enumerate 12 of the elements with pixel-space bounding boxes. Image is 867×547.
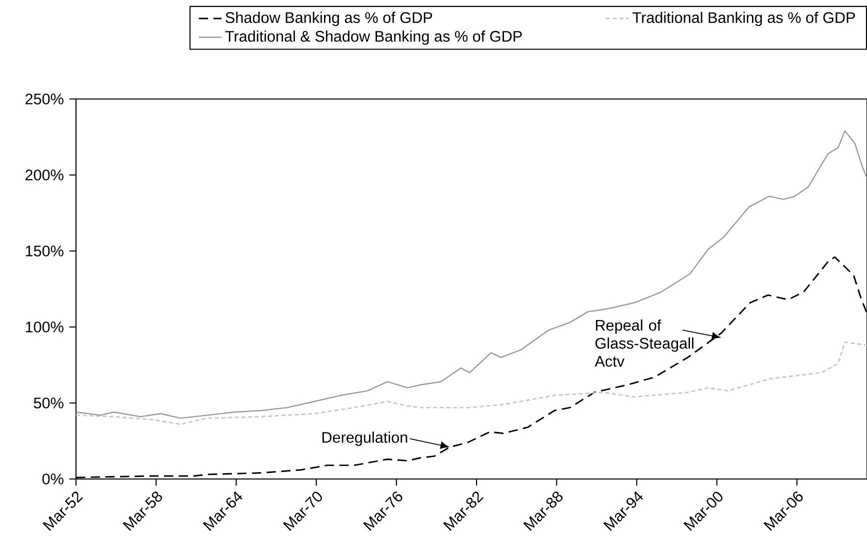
legend-label: Traditional Banking as % of GDP [632,12,855,26]
legend-label: Shadow Banking as % of GDP [226,12,432,26]
y-tick-label: 50% [34,398,64,408]
y-tick-label: 250% [26,94,64,104]
y-tick-label: 150% [26,246,64,256]
y-tick-label: 100% [26,322,64,332]
annotation: Repeal of Glass-Steagall Actv [594,319,694,367]
legend-label: Traditional & Shadow Banking as % of GDP [225,30,522,45]
line-series [75,130,867,419]
annotation: Deregulation [322,432,408,446]
y-tick-label: 0% [42,474,64,484]
y-tick-label: 200% [26,170,64,180]
